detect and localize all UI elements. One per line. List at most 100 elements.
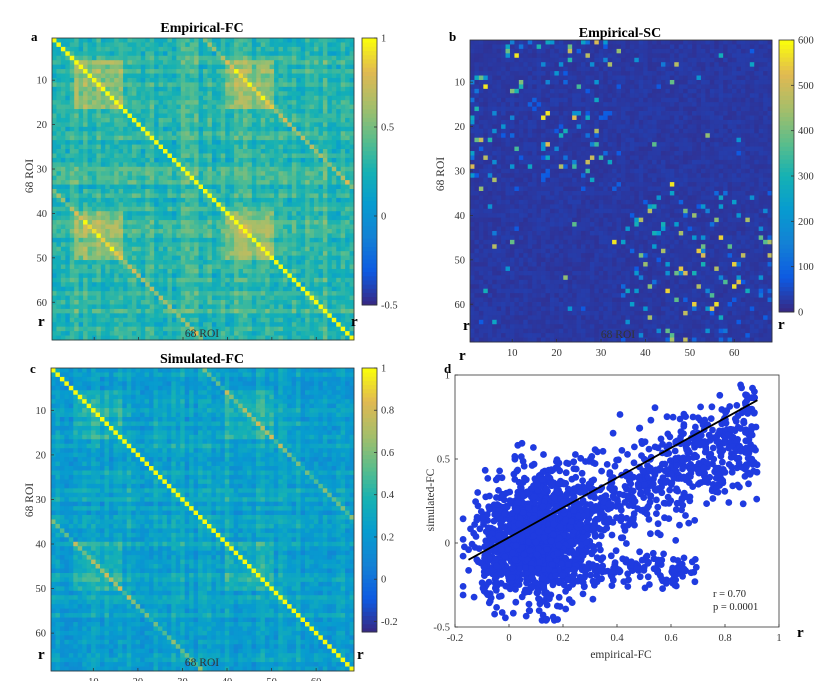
heatmap-cell: [91, 202, 97, 208]
heatmap-cell: [211, 268, 217, 274]
heatmap-cell: [327, 246, 333, 252]
heatmap-cell: [171, 184, 177, 190]
heatmap-cell: [176, 268, 182, 274]
heatmap-cell: [189, 126, 195, 132]
heatmap-cell: [287, 224, 293, 230]
heatmap-cell: [91, 215, 97, 221]
heatmap-cell: [127, 331, 133, 336]
heatmap-cell: [247, 282, 253, 288]
heatmap-cell: [69, 135, 75, 141]
heatmap-cell: [274, 42, 279, 48]
heatmap-cell: [171, 189, 177, 194]
heatmap-cell: [118, 220, 124, 225]
heatmap-cell: [52, 144, 57, 150]
heatmap-cell: [300, 237, 306, 243]
heatmap-cell: [87, 60, 93, 66]
heatmap-cell: [52, 184, 57, 190]
heatmap-cell: [220, 126, 226, 132]
heatmap-cell: [207, 202, 213, 208]
heatmap-cell: [176, 122, 182, 128]
heatmap-cell: [78, 122, 84, 128]
heatmap-cell: [220, 331, 226, 336]
heatmap-cell: [65, 149, 71, 154]
heatmap-cell: [229, 180, 235, 185]
heatmap-cell: [767, 48, 773, 54]
heatmap-cell: [207, 64, 213, 70]
heatmap-cell: [109, 135, 115, 141]
heatmap-cell: [180, 55, 186, 61]
heatmap-cell: [234, 113, 239, 119]
heatmap-cell: [309, 317, 315, 323]
heatmap-cell: [131, 104, 137, 110]
heatmap-cell: [176, 113, 182, 119]
heatmap-cell: [52, 157, 57, 163]
heatmap-cell: [91, 64, 97, 70]
heatmap-cell: [278, 95, 284, 101]
heatmap-cell: [238, 109, 244, 114]
heatmap-cell: [251, 331, 257, 336]
heatmap-cell: [349, 109, 355, 114]
heatmap-cell: [305, 135, 310, 141]
heatmap-cell: [158, 260, 164, 265]
heatmap-cell: [260, 82, 266, 88]
heatmap-cell: [585, 53, 591, 59]
heatmap-cell: [180, 162, 186, 168]
heatmap-cell: [483, 44, 489, 50]
heatmap-cell: [114, 82, 120, 88]
heatmap-cell: [91, 237, 97, 243]
heatmap-cell: [96, 211, 102, 217]
heatmap-cell: [287, 104, 293, 110]
heatmap-cell: [158, 135, 164, 141]
heatmap-cell: [198, 117, 204, 123]
heatmap-cell: [149, 268, 155, 274]
heatmap-cell: [322, 140, 328, 145]
heatmap-cell: [327, 300, 333, 305]
heatmap-cell: [207, 286, 213, 292]
heatmap-cell: [256, 260, 262, 265]
heatmap-cell: [247, 82, 253, 88]
heatmap-cell: [225, 282, 231, 288]
heatmap-cell: [65, 117, 71, 123]
heatmap-cell: [247, 153, 253, 159]
heatmap-cell: [345, 313, 350, 319]
heatmap-cell: [291, 51, 297, 57]
heatmap-cell: [309, 73, 315, 79]
heatmap-cell: [65, 42, 71, 48]
heatmap-cell: [247, 286, 253, 292]
heatmap-cell: [91, 144, 97, 150]
heatmap-cell: [56, 260, 62, 265]
heatmap-cell: [225, 326, 231, 332]
heatmap-cell: [127, 246, 133, 252]
heatmap-cell: [154, 91, 159, 97]
heatmap-cell: [211, 100, 217, 106]
heatmap-cell: [251, 260, 257, 265]
heatmap-cell: [278, 175, 284, 181]
heatmap-cell: [180, 300, 186, 305]
heatmap-cell: [349, 197, 355, 203]
heatmap-cell: [291, 73, 297, 79]
heatmap-cell: [474, 53, 480, 59]
heatmap-cell: [269, 255, 275, 261]
heatmap-cell: [109, 77, 115, 83]
heatmap-cell: [65, 286, 71, 292]
heatmap-cell: [327, 277, 333, 283]
heatmap-cell: [198, 255, 204, 261]
heatmap-cell: [78, 77, 84, 83]
heatmap-cell: [265, 237, 271, 243]
heatmap-cell: [203, 95, 208, 101]
heatmap-cell: [278, 224, 284, 230]
heatmap-cell: [198, 233, 204, 239]
heatmap-cell: [65, 175, 71, 181]
heatmap-cell: [154, 295, 159, 301]
heatmap-cell: [83, 313, 88, 319]
heatmap-cell: [96, 260, 102, 265]
heatmap-cell: [56, 46, 62, 52]
heatmap-cell: [269, 42, 275, 48]
heatmap-cell: [300, 38, 306, 43]
heatmap-cell: [331, 268, 337, 274]
heatmap-cell: [247, 224, 253, 230]
heatmap-cell: [265, 100, 271, 106]
heatmap-cell: [163, 55, 168, 61]
heatmap-cell: [265, 251, 271, 257]
heatmap-cell: [96, 202, 102, 208]
